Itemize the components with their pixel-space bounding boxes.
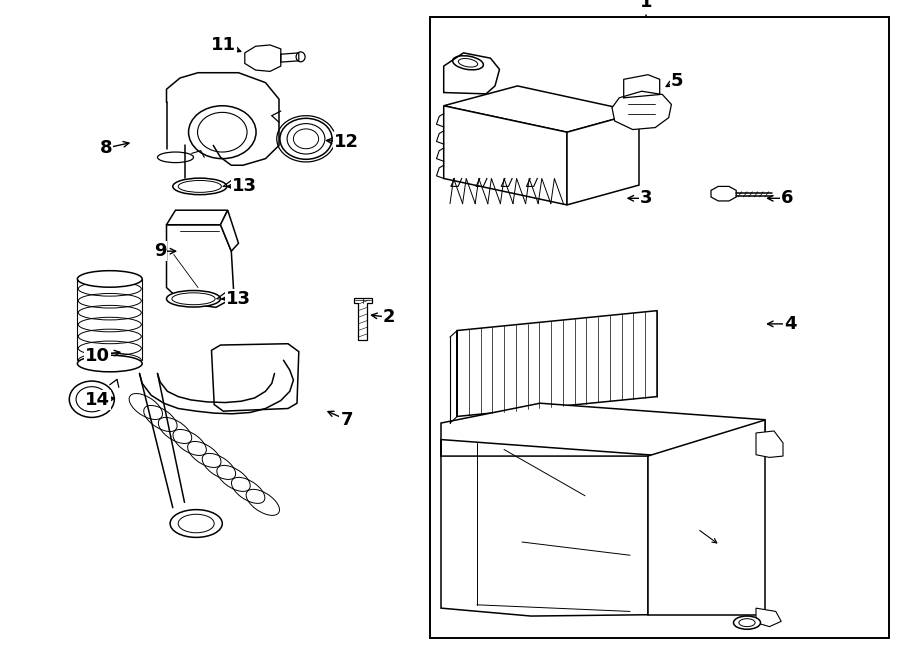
Ellipse shape (69, 381, 114, 418)
Ellipse shape (178, 514, 214, 533)
Ellipse shape (172, 293, 215, 305)
Polygon shape (648, 420, 765, 615)
Polygon shape (711, 186, 736, 201)
Ellipse shape (458, 59, 478, 67)
Text: 12: 12 (334, 133, 359, 151)
Polygon shape (166, 225, 234, 307)
Ellipse shape (287, 124, 325, 154)
Text: 9: 9 (154, 242, 166, 260)
Polygon shape (245, 45, 281, 71)
Ellipse shape (293, 129, 319, 149)
Ellipse shape (178, 180, 221, 192)
Polygon shape (567, 112, 639, 205)
Polygon shape (444, 106, 567, 205)
Ellipse shape (198, 112, 247, 152)
Polygon shape (756, 431, 783, 457)
Ellipse shape (280, 118, 332, 159)
Polygon shape (457, 311, 657, 416)
Ellipse shape (739, 619, 755, 627)
Ellipse shape (173, 178, 227, 194)
Ellipse shape (77, 271, 142, 287)
Ellipse shape (734, 616, 760, 629)
Text: 10: 10 (85, 346, 110, 365)
Ellipse shape (76, 387, 108, 412)
Polygon shape (354, 298, 372, 340)
Ellipse shape (453, 56, 483, 70)
Polygon shape (166, 210, 228, 225)
Text: 13: 13 (226, 290, 251, 308)
Text: 5: 5 (670, 71, 683, 90)
Ellipse shape (170, 510, 222, 537)
Ellipse shape (189, 106, 256, 159)
Text: 11: 11 (211, 36, 236, 54)
Polygon shape (441, 440, 648, 616)
Text: 13: 13 (232, 177, 257, 196)
Polygon shape (612, 91, 671, 130)
Text: 3: 3 (640, 189, 652, 208)
Polygon shape (444, 86, 639, 132)
Ellipse shape (166, 291, 220, 307)
Polygon shape (441, 403, 765, 456)
Text: 4: 4 (784, 315, 796, 333)
Bar (430, 17, 889, 638)
Polygon shape (220, 210, 238, 251)
Text: 6: 6 (781, 189, 794, 208)
Text: 14: 14 (85, 391, 110, 409)
Text: 8: 8 (100, 139, 112, 157)
Text: 2: 2 (382, 308, 395, 327)
Ellipse shape (296, 52, 305, 61)
Text: 1: 1 (640, 0, 652, 11)
Text: 7: 7 (340, 410, 353, 429)
Polygon shape (756, 608, 781, 627)
Ellipse shape (77, 356, 142, 371)
Polygon shape (212, 344, 299, 411)
